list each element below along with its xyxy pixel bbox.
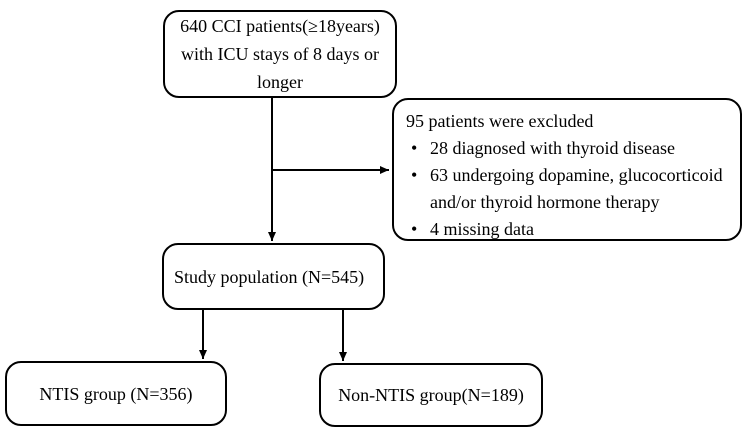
non-ntis-group-label: Non-NTIS group(N=189) xyxy=(338,385,524,405)
eligible-box-line: 640 CCI patients(≥18years) xyxy=(180,16,380,36)
eligible-box-line: longer xyxy=(257,72,303,92)
non-ntis-group-box: Non-NTIS group(N=189) xyxy=(319,363,543,427)
excluded-patients-box: 95 patients were excluded 28 diagnosed w… xyxy=(392,98,742,243)
eligible-patients-box: 640 CCI patients(≥18years) with ICU stay… xyxy=(163,10,397,98)
excluded-bullet-list: 28 diagnosed with thyroid disease 63 und… xyxy=(406,135,734,243)
excluded-heading: 95 patients were excluded xyxy=(406,111,594,131)
ntis-group-label: NTIS group (N=356) xyxy=(39,383,193,404)
study-population-label: Study population (N=545) xyxy=(174,266,365,287)
eligible-box-line: with ICU stays of 8 days or xyxy=(181,44,379,64)
ntis-group-box: NTIS group (N=356) xyxy=(5,361,227,426)
excluded-bullet-item: 63 undergoing dopamine, glucocorticoid a… xyxy=(406,162,734,216)
excluded-bullet-item: 28 diagnosed with thyroid disease xyxy=(406,135,734,162)
study-population-box: Study population (N=545) xyxy=(162,243,385,310)
excluded-bullet-item: 4 missing data xyxy=(406,216,734,243)
